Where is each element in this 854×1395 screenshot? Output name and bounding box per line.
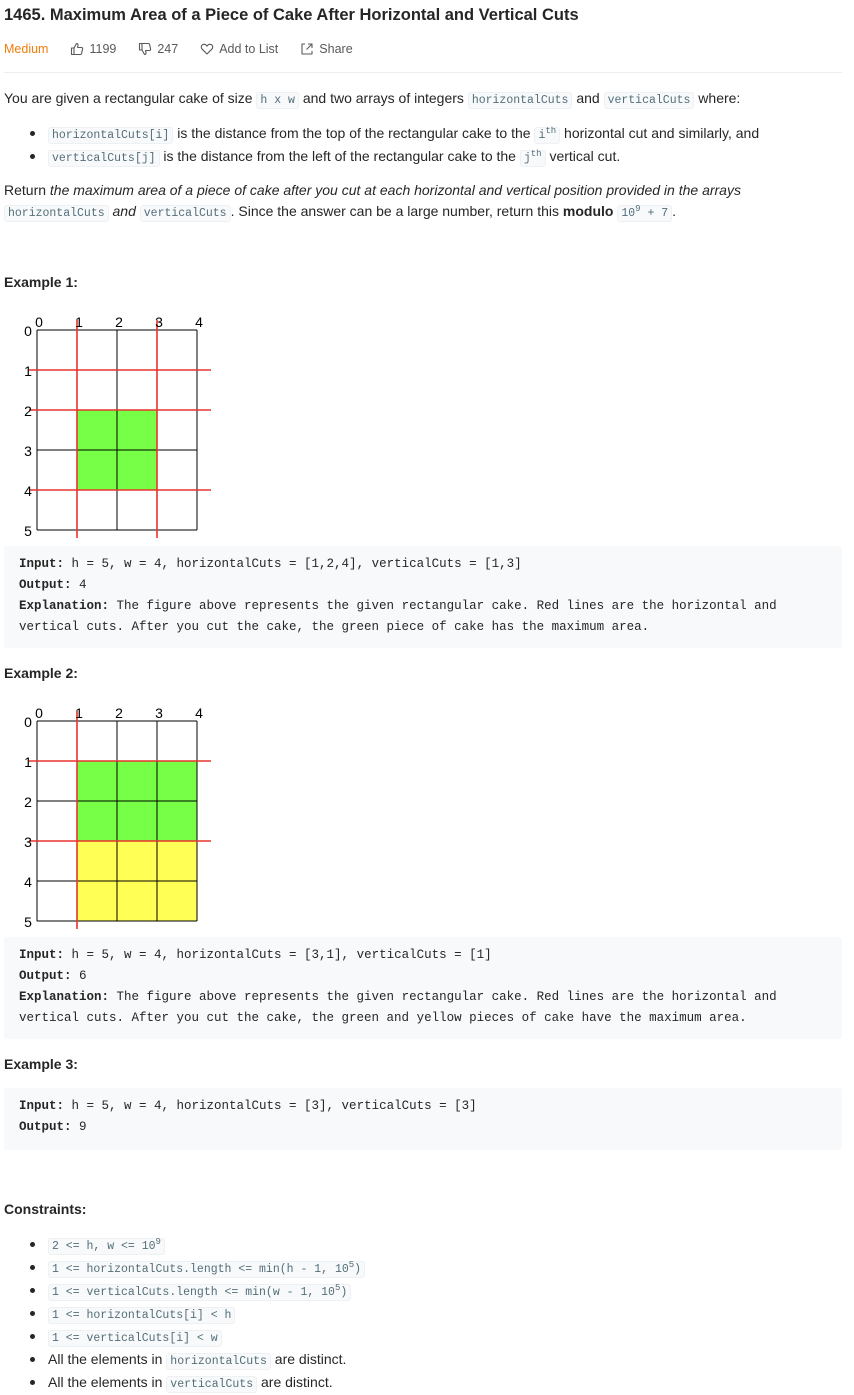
y-tick-label: 0 [24, 323, 32, 339]
example-2-heading: Example 2: [4, 665, 78, 681]
y-tick-label: 1 [24, 363, 32, 379]
share-label: Share [319, 42, 353, 56]
x-tick-label: 2 [115, 314, 123, 330]
add-to-list-button[interactable]: Add to List [200, 42, 278, 56]
example-1-figure: 0 1 2 3 4 0 1 2 3 4 5 [24, 314, 211, 539]
example-3-block: Input: h = 5, w = 4, horizontalCuts = [3… [4, 1088, 842, 1150]
example-2-figure: 0 1 2 3 4 0 1 2 3 4 5 [24, 705, 211, 930]
list-item: verticalCuts[j] is the distance from the… [26, 146, 759, 169]
problem-title: 1465. Maximum Area of a Piece of Cake Af… [4, 6, 579, 24]
x-tick-label: 1 [75, 314, 83, 330]
y-tick-label: 5 [24, 523, 32, 539]
description-intro: You are given a rectangular cake of size… [4, 90, 741, 109]
y-tick-label: 2 [24, 403, 32, 419]
example-2-block: Input: h = 5, w = 4, horizontalCuts = [3… [4, 937, 842, 1039]
x-tick-label: 3 [155, 314, 163, 330]
dislike-button[interactable]: 247 [138, 42, 178, 56]
dislike-count: 247 [157, 42, 179, 56]
share-icon [301, 43, 313, 55]
description-return: Return the maximum area of a piece of ca… [4, 182, 741, 222]
x-tick-label: 4 [195, 705, 203, 721]
list-item: 1 <= verticalCuts.length <= min(w - 1, 1… [26, 1280, 365, 1303]
x-tick-label: 2 [115, 705, 123, 721]
problem-meta-bar: Medium 1199 247 Add to List Share [4, 41, 375, 57]
thumbs-up-icon [71, 42, 84, 56]
list-item: 1 <= verticalCuts[i] < w [26, 1326, 365, 1349]
y-tick-label: 1 [24, 754, 32, 770]
inline-code: verticalCuts [603, 92, 695, 109]
y-tick-label: 3 [24, 443, 32, 459]
list-item: 1 <= horizontalCuts[i] < h [26, 1303, 365, 1326]
example-1-heading: Example 1: [4, 274, 78, 290]
like-button[interactable]: 1199 [70, 42, 116, 56]
list-item: 1 <= horizontalCuts.length <= min(h - 1,… [26, 1257, 366, 1280]
add-to-list-label: Add to List [219, 42, 279, 56]
y-tick-label: 2 [24, 794, 32, 810]
x-tick-label: 3 [155, 705, 163, 721]
x-tick-label: 0 [35, 314, 43, 330]
share-button[interactable]: Share [300, 42, 353, 56]
constraints-list: 2 <= h, w <= 109 1 <= horizontalCuts.len… [26, 1234, 366, 1395]
list-item: 2 <= h, w <= 109 [26, 1234, 365, 1257]
y-tick-label: 4 [24, 483, 32, 499]
y-tick-label: 5 [24, 914, 32, 930]
inline-code: h x w [256, 92, 299, 109]
inline-code: horizontalCuts [467, 92, 573, 109]
y-tick-label: 0 [24, 714, 32, 730]
list-item: All the elements in verticalCuts are dis… [26, 1372, 365, 1395]
heart-icon [200, 43, 214, 55]
x-tick-label: 1 [75, 705, 83, 721]
example-1-block: Input: h = 5, w = 4, horizontalCuts = [1… [4, 546, 842, 648]
y-tick-label: 3 [24, 834, 32, 850]
list-item: horizontalCuts[i] is the distance from t… [26, 123, 759, 146]
difficulty-badge: Medium [4, 42, 49, 56]
constraints-heading: Constraints: [4, 1201, 87, 1217]
x-tick-label: 0 [35, 705, 43, 721]
list-item: All the elements in horizontalCuts are d… [26, 1349, 365, 1372]
example-3-heading: Example 3: [4, 1056, 78, 1072]
thumbs-down-icon [139, 42, 152, 56]
y-tick-label: 4 [24, 874, 32, 890]
x-tick-label: 4 [195, 314, 203, 330]
like-count: 1199 [89, 42, 117, 56]
header-divider [4, 72, 842, 73]
definition-list: horizontalCuts[i] is the distance from t… [26, 123, 759, 169]
